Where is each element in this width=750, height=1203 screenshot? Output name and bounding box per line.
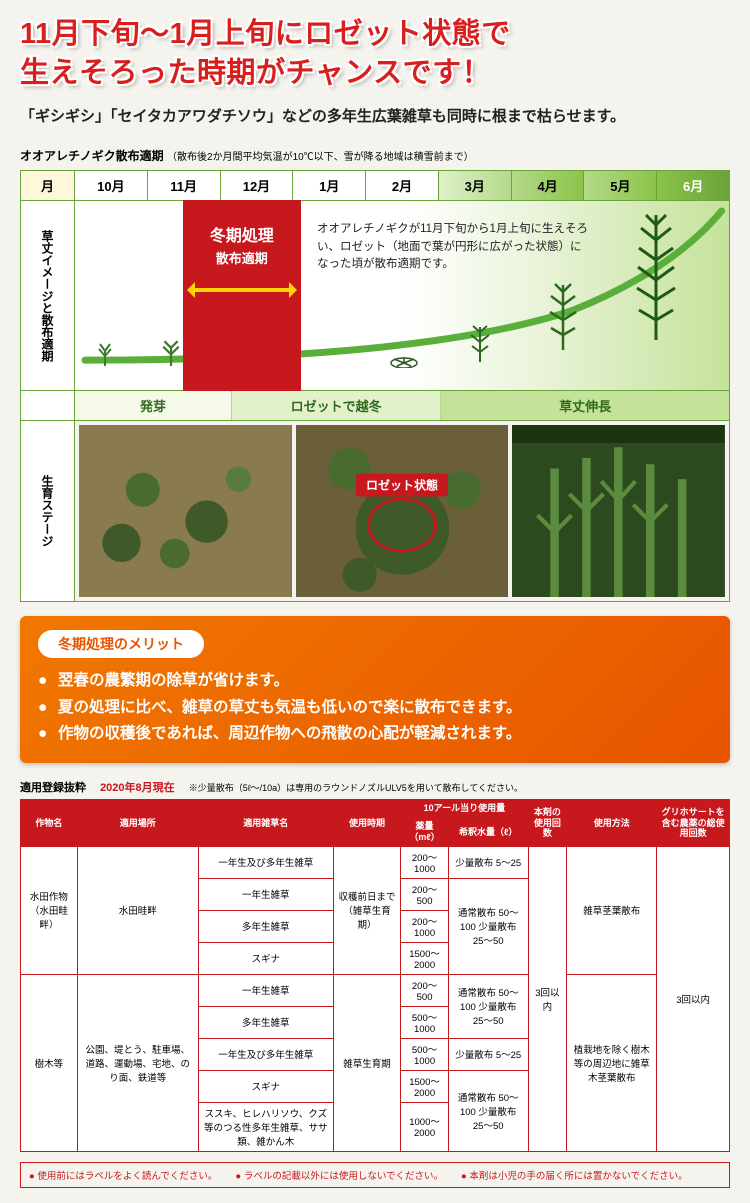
warning-item: 使用前にはラベルをよく読んでください。 <box>29 1168 217 1182</box>
photo-rosette: ロゼット状態 <box>296 425 509 597</box>
td: 公園、堤とう、駐車場、道路、運動場、宅地、のり面、鉄道等 <box>77 974 198 1151</box>
month-cell: 3月 <box>439 171 512 201</box>
td: 通常散布 50〜100 少量散布 25〜50 <box>448 1070 528 1151</box>
td: スギナ <box>198 1070 333 1102</box>
td: 一年生雑草 <box>198 878 333 910</box>
photo-germination <box>79 425 292 597</box>
merit-item: 翌春の農繁期の除草が省けます。 <box>38 668 712 694</box>
td: 3回以内 <box>528 846 567 1151</box>
headline-line2: 生えそろった時期がチャンスです！ <box>20 57 491 89</box>
td: 200〜500 <box>401 974 449 1006</box>
td: 通常散布 50〜100 少量散布 25〜50 <box>448 878 528 974</box>
td: 1500〜2000 <box>401 942 449 974</box>
th-total: グリホサートを含む農薬の総使用回数 <box>657 800 730 846</box>
td: 多年生雑草 <box>198 1006 333 1038</box>
td: 多年生雑草 <box>198 910 333 942</box>
registration-table: 作物名 適用場所 適用雑草名 使用時期 10アール当り使用量 本剤の使用回数 使… <box>20 799 730 1151</box>
merit-item: 夏の処理に比べ、雑草の草丈も気温も低いので楽に散布できます。 <box>38 695 712 721</box>
td: 500〜1000 <box>401 1038 449 1070</box>
td: 200〜500 <box>401 878 449 910</box>
td: 200〜1000 <box>401 846 449 878</box>
sprout-icon <box>95 341 115 366</box>
merits-list: 翌春の農繁期の除草が省けます。 夏の処理に比べ、雑草の草丈も気温も低いので楽に散… <box>38 668 712 747</box>
month-label: 月 <box>21 171 75 201</box>
td: 水田作物（水田畦畔） <box>21 846 78 974</box>
sprout-icon <box>160 339 182 367</box>
headline-line1: 11月下旬〜1月上旬にロゼット状態で <box>20 18 511 50</box>
plant-icon <box>546 280 580 350</box>
chart-title: オオアレチノギク散布適期 （散布後2か月間平均気温が10℃以下、雪が降る地域は積… <box>20 147 730 164</box>
td: 一年生及び多年生雑草 <box>198 1038 333 1070</box>
stage-rosette: ロゼットで越冬 <box>232 391 441 420</box>
month-cell: 11月 <box>148 171 221 201</box>
month-cell: 6月 <box>657 171 729 201</box>
description-text: オオアレチノギクが11月下旬から1月上旬に生えそろい、ロゼット（地面で葉が円形に… <box>317 221 592 273</box>
subheadline: 「ギシギシ」「セイタカアワダチソウ」などの多年生広葉雑草も同時に根まで枯らせます… <box>20 105 730 129</box>
th-per10a: 10アール当り使用量 <box>401 800 528 818</box>
month-cell: 5月 <box>584 171 657 201</box>
th-water: 希釈水量（ℓ） <box>448 818 528 847</box>
td: 通常散布 50〜100 少量散布 25〜50 <box>448 974 528 1038</box>
th-weed: 適用雑草名 <box>198 800 333 846</box>
td: 200〜1000 <box>401 910 449 942</box>
plant-icon <box>467 322 493 362</box>
stage-elongation: 草丈伸長 <box>441 391 729 420</box>
month-header-row: 月 10月 11月 12月 1月 2月 3月 4月 5月 6月 <box>21 171 729 201</box>
td: 雑草茎葉散布 <box>567 846 657 974</box>
rosette-icon <box>389 353 419 368</box>
th-time: 使用時期 <box>333 800 400 846</box>
td: 一年生雑草 <box>198 974 333 1006</box>
month-cell: 12月 <box>221 171 294 201</box>
td: スギナ <box>198 942 333 974</box>
warnings-box: 使用前にはラベルをよく読んでください。 ラベルの記載以外には使用しないでください… <box>20 1162 730 1188</box>
growth-row-label: 草丈イメージと散布適期 <box>21 201 75 390</box>
td: ススキ、ヒレハリソウ、クズ等のつる性多年生雑草、ササ類、雑かん木 <box>198 1102 333 1151</box>
registration-title: 適用登録抜粋 2020年8月現在 ※少量散布（5ℓ〜/10a）は専用のラウンドノ… <box>20 779 730 795</box>
td: 雑草生育期 <box>333 974 400 1151</box>
rosette-badge: ロゼット状態 <box>356 474 448 497</box>
td: 500〜1000 <box>401 1006 449 1038</box>
period-arrow <box>189 288 295 292</box>
td: 少量散布 5〜25 <box>448 1038 528 1070</box>
warning-item: ラベルの記載以外には使用しないでください。 <box>235 1168 443 1182</box>
td: 少量散布 5〜25 <box>448 846 528 878</box>
photo-row: 生育ステージ ロゼット状態 <box>21 421 729 601</box>
winter-treatment-band: 冬期処理 散布適期 <box>183 200 301 391</box>
growth-curve-row: 草丈イメージと散布適期 冬期処理 散布適期 オオアレチノギクが11月下旬から1月… <box>21 201 729 391</box>
timing-chart: 月 10月 11月 12月 1月 2月 3月 4月 5月 6月 草丈イメージと散… <box>20 170 730 602</box>
td: 植栽地を除く樹木等の周辺地に雑草木茎葉散布 <box>567 974 657 1151</box>
photo-row-label: 生育ステージ <box>21 421 75 601</box>
th-crop: 作物名 <box>21 800 78 846</box>
headline: 11月下旬〜1月上旬にロゼット状態で 生えそろった時期がチャンスです！ <box>20 15 730 93</box>
stage-labels-row: 発芽 ロゼットで越冬 草丈伸長 <box>21 391 729 421</box>
red-band-sub: 散布適期 <box>183 248 301 267</box>
th-dose: 薬量（mℓ） <box>401 818 449 847</box>
month-cell: 10月 <box>75 171 148 201</box>
stage-germination: 発芽 <box>75 391 232 420</box>
merit-item: 作物の収穫後であれば、周辺作物への飛散の心配が軽減されます。 <box>38 721 712 747</box>
td: 水田畦畔 <box>77 846 198 974</box>
month-cell: 2月 <box>366 171 439 201</box>
th-method: 使用方法 <box>567 800 657 846</box>
photo-elongation <box>512 425 725 597</box>
warning-item: 本剤は小児の手の届く所には置かないでください。 <box>461 1168 688 1182</box>
td: 樹木等 <box>21 974 78 1151</box>
month-cell: 4月 <box>512 171 585 201</box>
td: 一年生及び多年生雑草 <box>198 846 333 878</box>
merits-box: 冬期処理のメリット 翌春の農繁期の除草が省けます。 夏の処理に比べ、雑草の草丈も… <box>20 616 730 763</box>
th-place: 適用場所 <box>77 800 198 846</box>
th-count: 本剤の使用回数 <box>528 800 567 846</box>
plant-icon <box>631 210 681 340</box>
month-cell: 1月 <box>293 171 366 201</box>
red-band-title: 冬期処理 <box>183 222 301 246</box>
merits-title: 冬期処理のメリット <box>38 630 204 658</box>
td: 1500〜2000 <box>401 1070 449 1102</box>
td: 3回以内 <box>657 846 730 1151</box>
rosette-highlight-circle <box>367 498 437 553</box>
td: 1000〜2000 <box>401 1102 449 1151</box>
td: 収穫前日まで（雑草生育期） <box>333 846 400 974</box>
